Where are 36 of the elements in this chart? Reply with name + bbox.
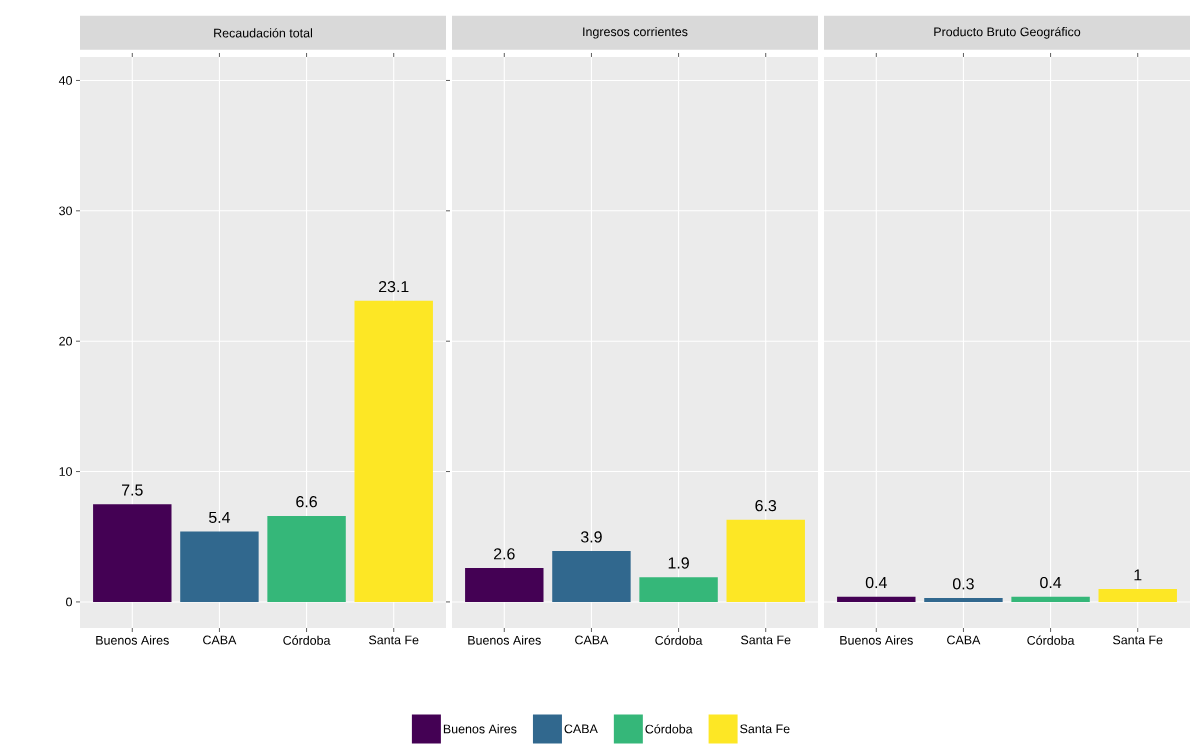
x-tick-label: Santa Fe — [369, 635, 419, 645]
data-label: 2.6 — [494, 548, 515, 560]
y-tick-label: 0 — [66, 597, 72, 607]
chart-title: Recaudación total — [214, 28, 312, 38]
data-label: 6.3 — [755, 499, 777, 512]
legend-label: Santa Fe — [740, 724, 790, 734]
x-tick-label: Córdoba — [1027, 635, 1075, 645]
data-label: 1.9 — [668, 557, 689, 569]
x-tick-label: CABA — [203, 635, 237, 645]
x-tick-label: CABA — [575, 635, 609, 645]
data-label: 0.3 — [952, 578, 974, 590]
data-label: 6.6 — [296, 496, 317, 508]
x-tick-label: Córdoba — [655, 635, 703, 645]
data-label: 23.1 — [379, 280, 409, 293]
y-tick-label: 40 — [58, 76, 72, 85]
x-tick-label: CABA — [947, 635, 981, 645]
data-label: 1 — [1134, 569, 1142, 581]
data-label: 3.9 — [580, 531, 602, 543]
data-label: 5.4 — [208, 511, 231, 524]
x-tick-label: Santa Fe — [741, 635, 791, 645]
x-tick-label: Córdoba — [283, 635, 331, 645]
y-tick-label: 30 — [59, 206, 72, 216]
y-tick-label: 10 — [59, 467, 72, 476]
x-tick-label: Santa Fe — [1113, 635, 1163, 645]
data-label: 7.5 — [122, 484, 143, 496]
legend-label: Buenos Aires — [443, 724, 517, 734]
data-label: 0.4 — [1040, 576, 1062, 589]
x-tick-label: Buenos Aires — [840, 635, 913, 645]
legend-label: CABA — [564, 724, 598, 734]
chart-title: Producto Bruto Geográfico — [934, 26, 1081, 39]
data-label: 0.4 — [865, 576, 887, 589]
x-tick-label: Buenos Aires — [96, 635, 169, 645]
y-tick-label: 20 — [59, 336, 72, 346]
x-tick-label: Buenos Aires — [468, 635, 541, 645]
chart-title: Ingresos corrientes — [583, 27, 688, 39]
legend-label: Córdoba — [645, 724, 693, 734]
